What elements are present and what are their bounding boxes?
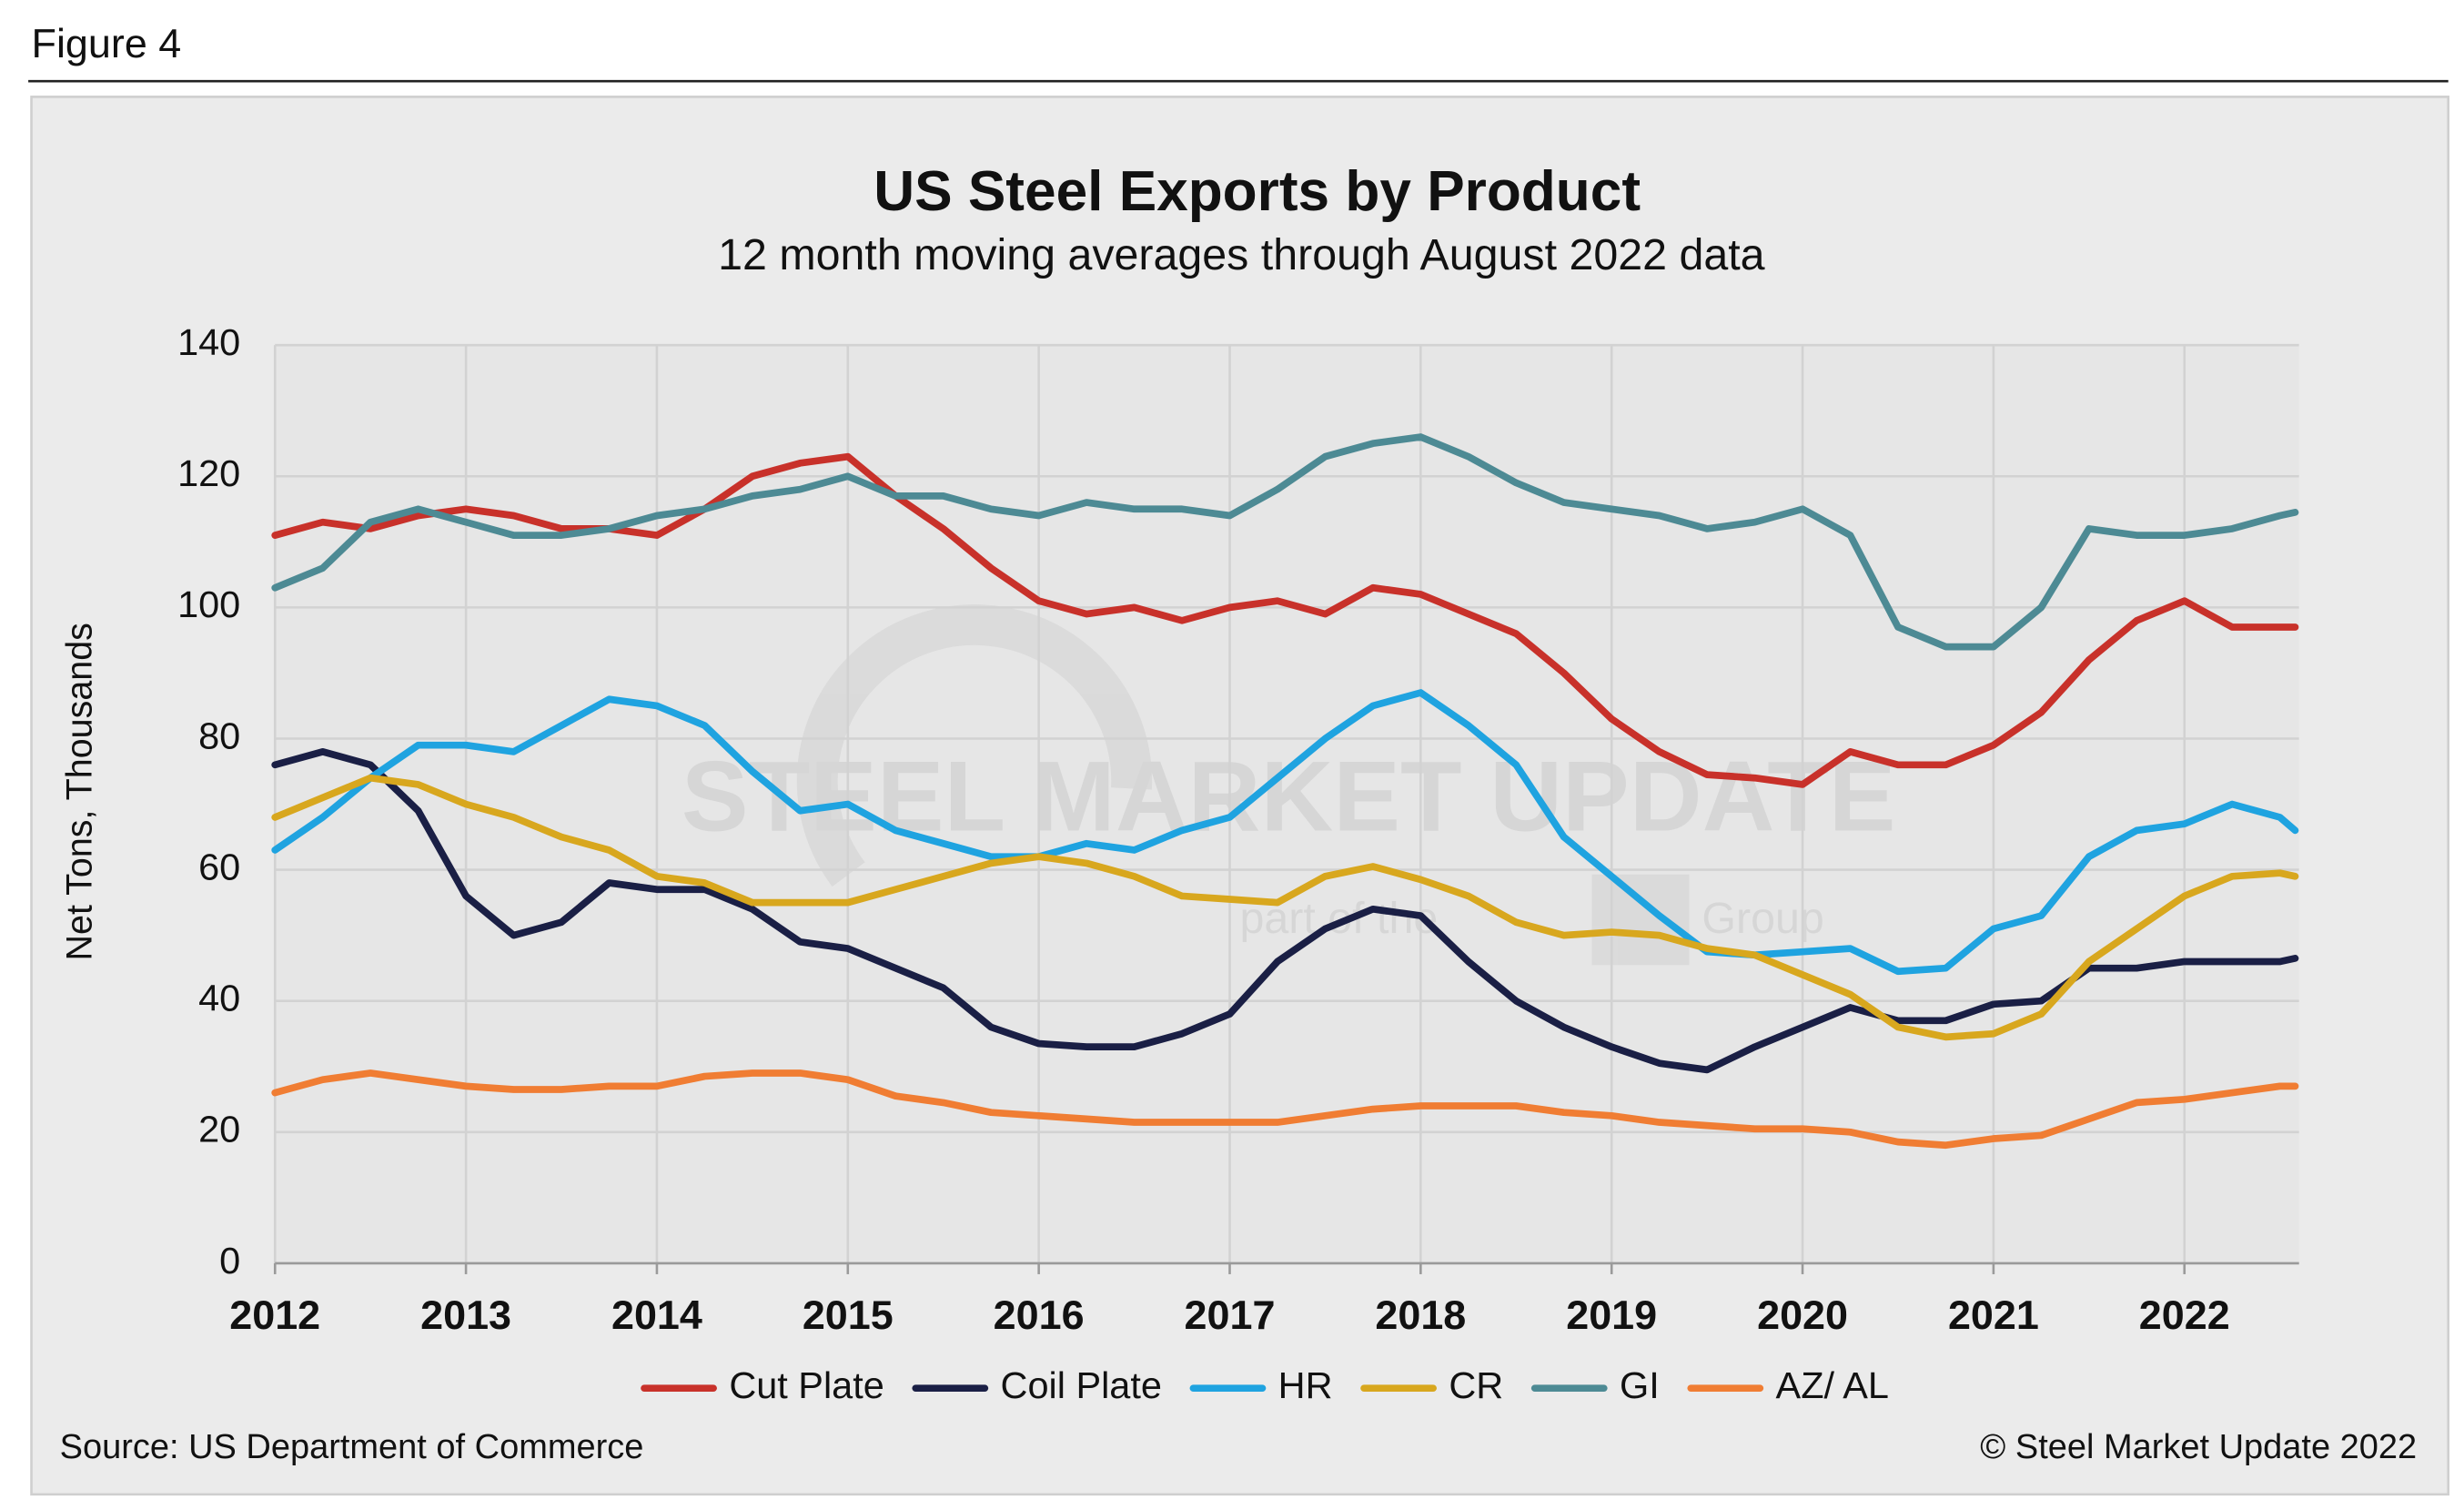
y-axis-label: Net Tons, Thousands: [59, 623, 99, 960]
watermark-text: STEEL MARKET UPDATE: [682, 741, 1896, 853]
figure-label: Figure 4: [32, 21, 182, 66]
chart-subtitle: 12 month moving averages through August …: [718, 230, 1765, 279]
x-tick-label: 2013: [420, 1292, 511, 1338]
x-tick-label: 2016: [994, 1292, 1085, 1338]
plot-area: [275, 345, 2299, 1263]
x-tick-label: 2017: [1185, 1292, 1276, 1338]
legend-label: GI: [1620, 1364, 1660, 1406]
x-tick-label: 2014: [611, 1292, 702, 1338]
y-tick-label: 0: [219, 1240, 240, 1282]
series-line: [271, 774, 2299, 1041]
legend: Cut Plate Coil Plate HR CR GI AZ/ AL: [641, 1364, 1889, 1406]
y-tick-label: 140: [177, 321, 240, 363]
chart-title: US Steel Exports by Product: [874, 160, 1641, 223]
watermark-text: Group: [1702, 894, 1823, 943]
legend-label: AZ/ AL: [1776, 1364, 1889, 1406]
x-tick-label: 2021: [1948, 1292, 2039, 1338]
series-line: [271, 748, 2299, 1074]
y-tick-label: 80: [198, 714, 240, 756]
y-tick-label: 60: [198, 846, 240, 888]
watermark: STEEL MARKET UPDATE part of the Group: [682, 604, 1896, 966]
watermark-logo: [796, 604, 1153, 887]
x-tick-label: 2020: [1757, 1292, 1848, 1338]
y-tick-label: 40: [198, 978, 240, 1019]
y-tick-label: 100: [177, 583, 240, 625]
x-tick-label: 2019: [1566, 1292, 1657, 1338]
copyright: © Steel Market Update 2022: [1980, 1428, 2417, 1466]
y-tick-label: 20: [198, 1109, 240, 1150]
series-line: [271, 1069, 2299, 1150]
series-line: [271, 689, 2299, 976]
legend-label: Cut Plate: [729, 1364, 884, 1406]
x-tick-label: 2018: [1375, 1292, 1466, 1338]
x-tick-label: 2012: [229, 1292, 320, 1338]
y-tick-label: 120: [177, 452, 240, 494]
legend-label: CR: [1449, 1364, 1503, 1406]
series-line: [271, 433, 2299, 651]
watermark-logo: [1591, 874, 1690, 966]
legend-label: HR: [1278, 1364, 1333, 1406]
legend-label: Coil Plate: [1001, 1364, 1162, 1406]
x-tick-label: 2022: [2139, 1292, 2230, 1338]
x-tick-label: 2015: [803, 1292, 894, 1338]
source: Source: US Department of Commerce: [60, 1428, 644, 1466]
